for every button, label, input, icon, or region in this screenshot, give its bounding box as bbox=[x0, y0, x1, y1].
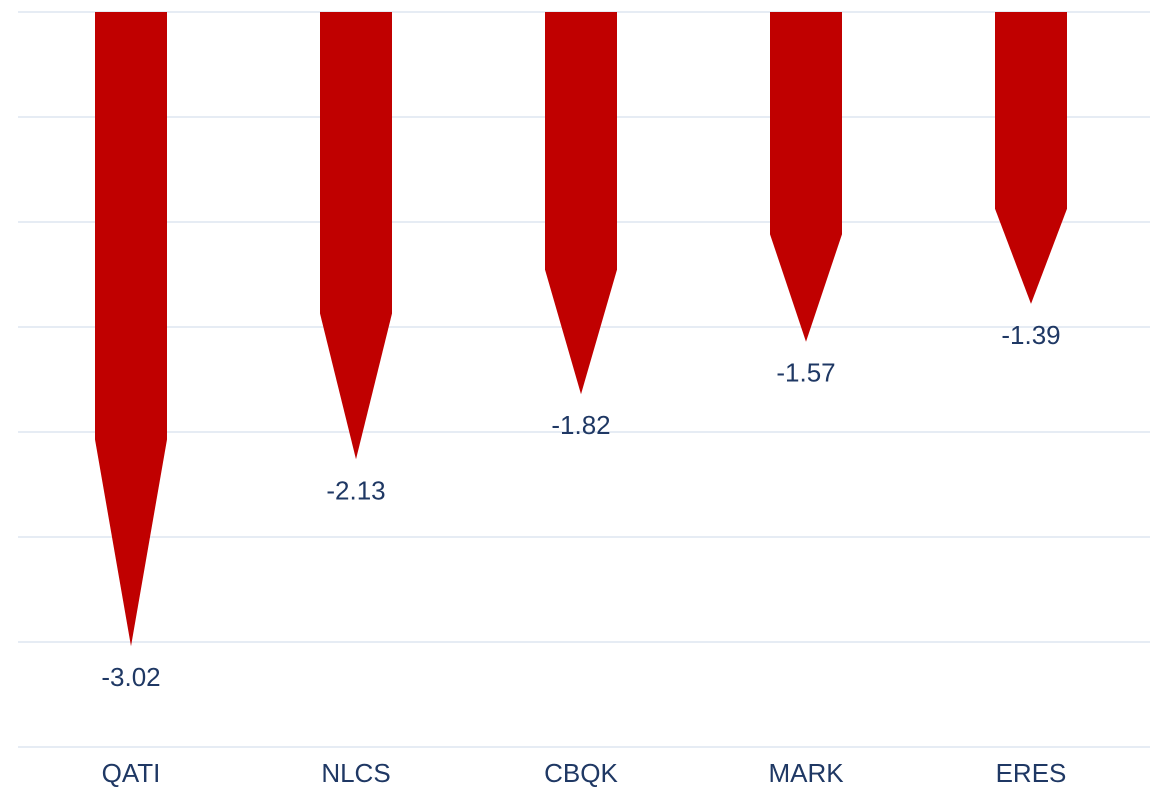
bar-cbqk bbox=[545, 12, 617, 395]
value-label-nlcs: -2.13 bbox=[326, 475, 385, 505]
value-label-eres: -1.39 bbox=[1001, 320, 1060, 350]
bar-mark bbox=[770, 12, 842, 342]
category-label-eres: ERES bbox=[996, 758, 1067, 788]
bar-nlcs bbox=[320, 12, 392, 460]
category-label-mark: MARK bbox=[768, 758, 844, 788]
bars bbox=[95, 12, 1067, 647]
category-labels: QATI NLCS CBQK MARK ERES bbox=[102, 758, 1067, 788]
value-labels: -3.02 -2.13 -1.82 -1.57 -1.39 bbox=[101, 320, 1060, 692]
category-label-qati: QATI bbox=[102, 758, 161, 788]
value-label-mark: -1.57 bbox=[776, 358, 835, 388]
value-label-cbqk: -1.82 bbox=[551, 410, 610, 440]
value-label-qati: -3.02 bbox=[101, 662, 160, 692]
category-label-cbqk: CBQK bbox=[544, 758, 618, 788]
bar-qati bbox=[95, 12, 167, 647]
bar-eres bbox=[995, 12, 1067, 304]
category-label-nlcs: NLCS bbox=[321, 758, 390, 788]
